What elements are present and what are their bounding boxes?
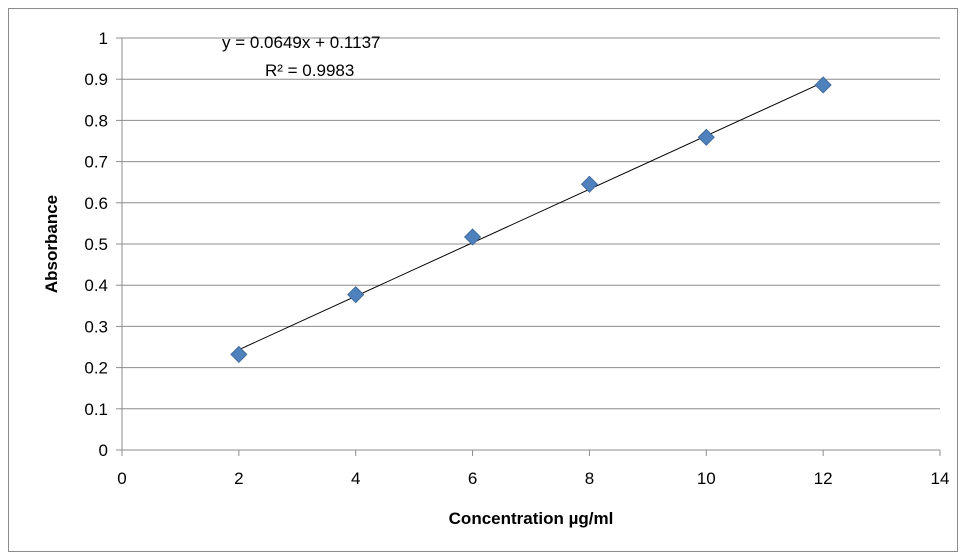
- y-tick-label: 0.2: [84, 359, 108, 378]
- y-axis-title: Absorbance: [42, 195, 61, 293]
- x-tick-label: 0: [117, 469, 126, 488]
- x-axis-title: Concentration µg/ml: [449, 509, 614, 528]
- data-point: [580, 175, 598, 193]
- x-tick-label: 2: [234, 469, 243, 488]
- data-point: [814, 76, 832, 94]
- y-tick-label: 0.6: [84, 194, 108, 213]
- chart-frame: [8, 8, 958, 552]
- x-tick-label: 10: [697, 469, 716, 488]
- trendline: [238, 81, 824, 351]
- y-tick-label: 0.8: [84, 111, 108, 130]
- y-tick-label: 0.3: [84, 317, 108, 336]
- trendline-equation: y = 0.0649x + 0.1137: [222, 33, 380, 52]
- tick-labels: 00.10.20.30.40.50.60.70.80.910 2 4 6 8 10 12 14: [84, 29, 949, 488]
- y-tick-label: 0.9: [84, 70, 108, 89]
- y-tick-label: 0.1: [84, 400, 108, 419]
- x-tick-label: 4: [351, 469, 360, 488]
- trendline-r-squared: R² = 0.9983: [265, 61, 354, 80]
- y-tick-label: 0.5: [84, 235, 108, 254]
- data-points: [230, 76, 832, 363]
- trendline-group: [238, 81, 824, 351]
- axes: [116, 37, 941, 456]
- x-tick-label: 14: [931, 469, 950, 488]
- y-tick-label: 1: [99, 29, 108, 48]
- x-tick-label: 8: [585, 469, 594, 488]
- data-point: [464, 228, 482, 246]
- y-tick-label: 0.4: [84, 276, 108, 295]
- y-tick-label: 0.7: [84, 153, 108, 172]
- data-point: [697, 128, 715, 146]
- grid-lines: [122, 37, 940, 410]
- x-tick-label: 6: [468, 469, 477, 488]
- y-tick-label: 0: [99, 441, 108, 460]
- data-point: [347, 286, 365, 304]
- x-tick-label: 12: [814, 469, 833, 488]
- data-point: [230, 345, 248, 363]
